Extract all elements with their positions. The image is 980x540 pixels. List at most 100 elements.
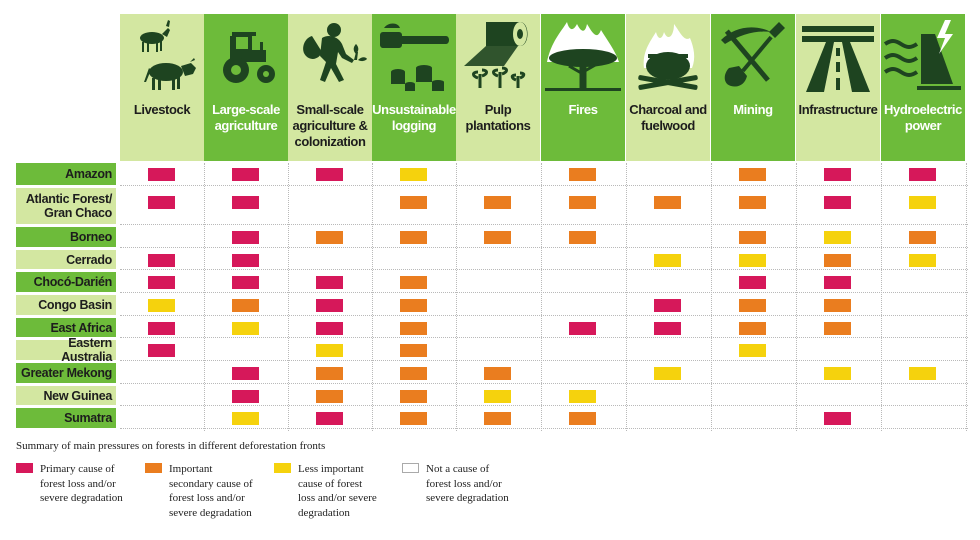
cell-marker-S [484,196,511,209]
pickaxe-shovel-icon [711,14,795,96]
grid-line-vertical [796,163,797,431]
grid-line-vertical [626,163,627,431]
cell-marker-S [569,168,596,181]
cell-marker-S [824,299,851,312]
dam-waves-icon [881,14,965,96]
column-header-2: Large-scale agriculture [204,14,288,161]
row-label: Cerrado [16,250,116,269]
cell-marker-P [824,196,851,209]
cell-marker-S [824,322,851,335]
cell-marker-P [148,344,175,357]
cell-marker-L [569,390,596,403]
grid-line-horizontal [120,269,968,270]
grid-line-vertical [204,163,205,431]
grid-line-horizontal [120,292,968,293]
legend-label: Not a cause of forest loss and/or severe… [426,463,509,504]
cell-marker-S [739,231,766,244]
cell-marker-L [909,196,936,209]
cell-marker-P [148,276,175,289]
cell-marker-P [316,299,343,312]
row-label: East Africa [16,318,116,337]
farmer-icon [288,14,372,96]
burning-tree-icon [541,14,625,96]
cell-marker-L [148,299,175,312]
cell-marker-L [739,344,766,357]
grid-line-horizontal [120,224,968,225]
cell-marker-S [400,322,427,335]
cell-marker-P [824,412,851,425]
cell-marker-P [232,196,259,209]
cell-marker-P [232,390,259,403]
cell-marker-S [739,196,766,209]
cell-marker-P [232,367,259,380]
row-label: Chocó-Darién [16,272,116,292]
column-header-6: Fires [541,14,625,161]
cell-marker-P [569,322,596,335]
grid-line-horizontal [120,247,968,248]
cell-marker-P [739,276,766,289]
cell-marker-P [316,276,343,289]
column-header-4: Unsustainable logging [372,14,456,161]
cell-marker-S [400,367,427,380]
cell-marker-P [148,254,175,267]
legend-label: Less important cause of forest loss and/… [298,463,377,519]
cell-marker-S [400,299,427,312]
legend-swatch [274,463,291,473]
legend-swatch [16,463,33,473]
summary-caption: Summary of main pressures on forests in … [16,440,326,452]
cell-marker-S [824,254,851,267]
cell-marker-S [909,231,936,244]
cell-marker-L [232,412,259,425]
cell-marker-L [400,168,427,181]
grid-line-vertical [288,163,289,431]
column-header-5: Pulp plantations [456,14,540,161]
cell-marker-S [316,390,343,403]
cell-marker-L [824,367,851,380]
row-label: Sumatra [16,408,116,428]
column-header-7: Charcoal and fuelwood [626,14,710,161]
column-label: Infrastructure [798,102,878,117]
cell-marker-L [909,367,936,380]
cell-marker-P [232,254,259,267]
cell-marker-S [316,231,343,244]
grid-line-vertical [372,163,373,431]
cell-marker-S [654,196,681,209]
cell-marker-P [824,168,851,181]
cell-marker-S [739,299,766,312]
cell-marker-S [739,168,766,181]
column-label: Small-scale agriculture & colonization [292,102,368,149]
cell-marker-L [316,344,343,357]
cell-marker-L [232,322,259,335]
cell-marker-S [400,276,427,289]
legend-swatch [402,463,419,473]
column-label: Large-scale agriculture [212,102,280,133]
cell-marker-S [400,231,427,244]
column-label: Unsustainable logging [372,102,456,133]
highway-icon [796,14,880,96]
column-header-1: Livestock [120,14,204,161]
grid-line-horizontal [120,337,968,338]
cell-marker-S [400,196,427,209]
cell-marker-P [654,322,681,335]
cell-marker-P [148,168,175,181]
cell-marker-L [654,254,681,267]
cell-marker-P [148,196,175,209]
cooking-pot-fire-icon [626,14,710,96]
cell-marker-S [400,412,427,425]
grid-line-vertical [541,163,542,431]
cell-marker-L [654,367,681,380]
cell-marker-L [484,390,511,403]
cell-marker-S [400,390,427,403]
column-header-10: Hydroelectric power [881,14,965,161]
cell-marker-P [316,412,343,425]
cell-marker-S [739,322,766,335]
column-label: Charcoal and fuelwood [629,102,707,133]
cell-marker-P [654,299,681,312]
cell-marker-L [824,231,851,244]
grid-line-vertical [881,163,882,431]
grid-line-horizontal [120,405,968,406]
cell-marker-S [400,344,427,357]
cell-marker-S [316,367,343,380]
cell-marker-S [569,412,596,425]
grid-line-horizontal [120,428,968,429]
